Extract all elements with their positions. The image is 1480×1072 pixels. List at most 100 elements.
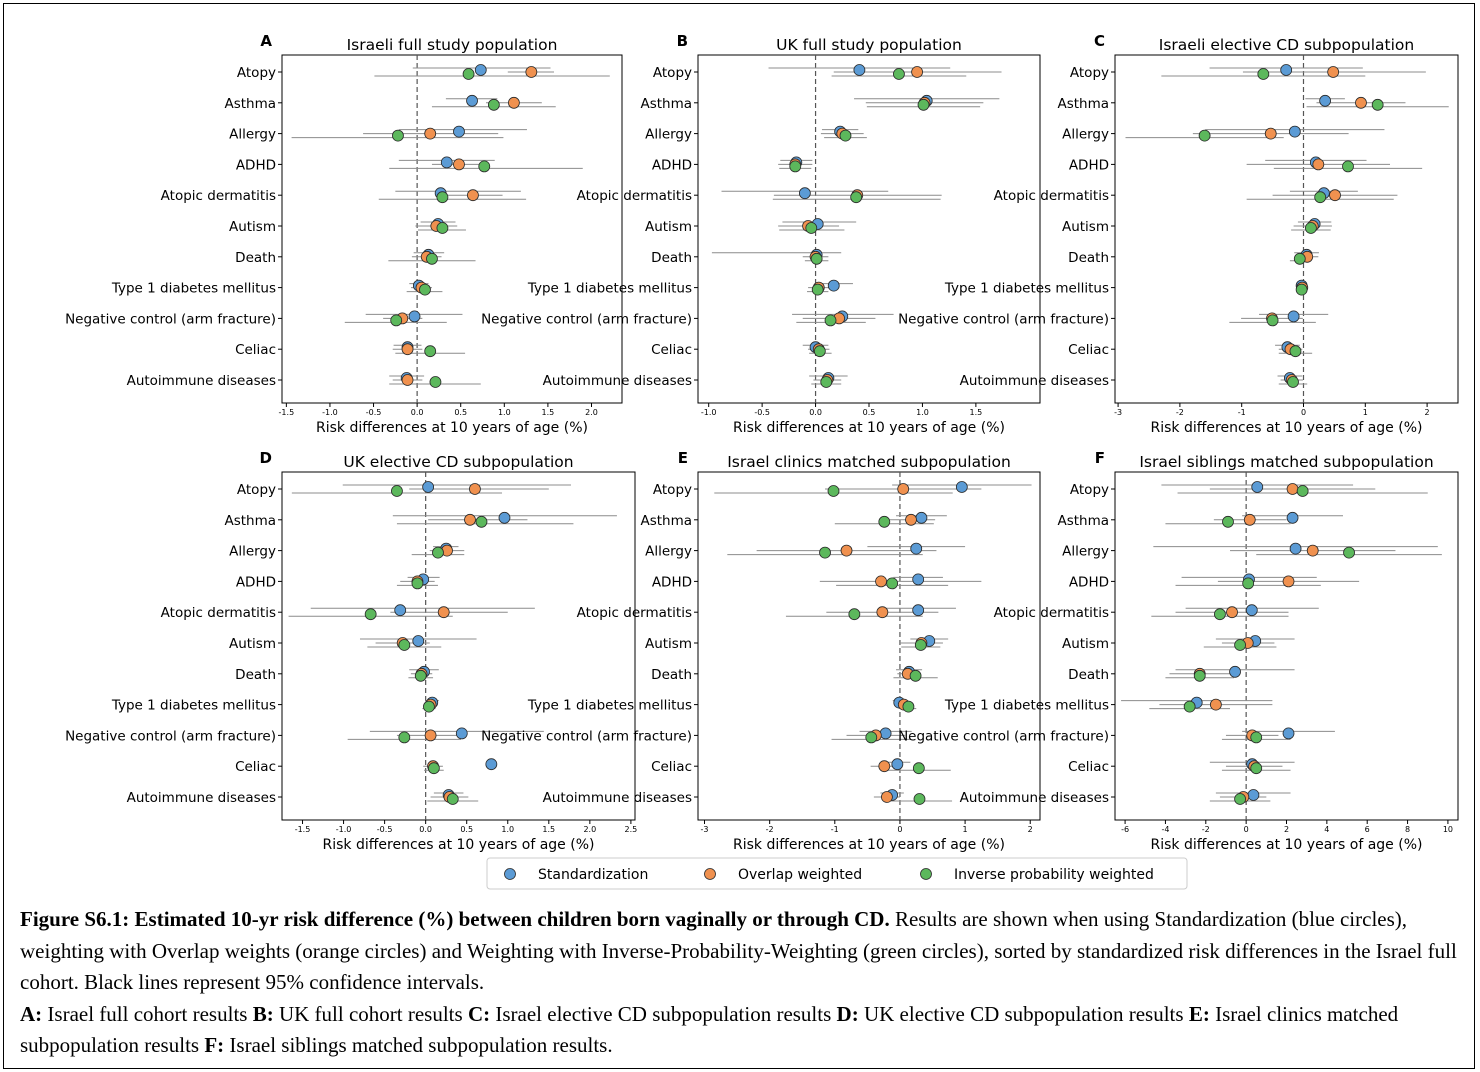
panel-f-title: Israel siblings matched subpopulation bbox=[1139, 453, 1433, 471]
caption-title: Figure S6.1: Estimated 10-yr risk differ… bbox=[20, 907, 890, 931]
panel-f-category-label: Negative control (arm fracture) bbox=[898, 728, 1109, 744]
panel-d-letter: D bbox=[260, 449, 272, 467]
panel-e-point bbox=[876, 606, 889, 619]
panel-c-point bbox=[1312, 158, 1325, 171]
panel-a-point bbox=[426, 252, 438, 265]
panel-e-xtick-label: -3 bbox=[701, 825, 709, 834]
panel-b-category-label: Type 1 diabetes mellitus bbox=[527, 281, 692, 297]
panel-a-point bbox=[507, 96, 520, 109]
panel-c-category-label: Autism bbox=[1062, 219, 1109, 235]
legend-box bbox=[486, 857, 1188, 890]
panel-e-xtick-label: 0 bbox=[897, 825, 902, 834]
panel-f-category-label: Celiac bbox=[1068, 759, 1109, 775]
panel-e-point bbox=[865, 731, 878, 744]
panel-a-category-label: Atopy bbox=[237, 65, 276, 81]
panel-a-xtick-label: 0.0 bbox=[411, 408, 424, 417]
panel-a-letter: A bbox=[260, 32, 272, 50]
panel-e-point bbox=[891, 758, 904, 771]
panel-a-category-label: Autism bbox=[229, 219, 276, 235]
panel-b-category-label: Negative control (arm fracture) bbox=[481, 311, 692, 327]
panel-b-point bbox=[824, 314, 837, 327]
panel-f-point bbox=[1222, 515, 1234, 528]
panel-a-point bbox=[478, 160, 491, 173]
panel-c-point bbox=[1287, 310, 1300, 323]
panel-e-xtick-label: 1 bbox=[963, 825, 968, 834]
panel-b-point bbox=[917, 98, 930, 111]
panel-e-letter: E bbox=[678, 449, 688, 467]
caption-text-d: UK elective CD subpopulation results bbox=[858, 1001, 1189, 1026]
panel-a-point bbox=[453, 125, 465, 138]
panel-f-xtick-label: -6 bbox=[1121, 825, 1129, 834]
caption-label-b: B: bbox=[252, 1001, 274, 1026]
panel-c-point bbox=[1314, 191, 1327, 204]
panel-d-category-label: Atopy bbox=[237, 482, 276, 498]
panel-d-point bbox=[411, 577, 424, 590]
panel-b-point bbox=[811, 283, 824, 296]
panel-d-point bbox=[427, 762, 440, 775]
panel-b-title: UK full study population bbox=[776, 36, 962, 54]
panel-c-title: Israeli elective CD subpopulation bbox=[1159, 36, 1414, 54]
panel-c-category-label: Negative control (arm fracture) bbox=[898, 311, 1109, 327]
panel-a-axes-frame bbox=[281, 54, 623, 404]
panel-a-point bbox=[424, 345, 437, 358]
panel-e-point bbox=[912, 604, 925, 617]
panel-a-point bbox=[392, 129, 404, 142]
panel-d-point bbox=[485, 758, 498, 771]
panel-a-point bbox=[419, 283, 431, 296]
panel-d-point bbox=[391, 485, 403, 497]
panel-e-point bbox=[886, 577, 899, 590]
panel-f-xtick-label: 10 bbox=[1443, 825, 1453, 834]
panel-d-xtick-label: -1.5 bbox=[295, 825, 311, 834]
panel-e-point bbox=[955, 481, 968, 493]
panel-b-point bbox=[827, 279, 840, 292]
panel-e-category-label: Autism bbox=[645, 636, 692, 652]
panel-e-point bbox=[912, 573, 925, 586]
panel-a-point bbox=[390, 314, 403, 327]
panel-f-point bbox=[1296, 485, 1309, 497]
panel-f-point bbox=[1250, 762, 1263, 775]
panel-d-point bbox=[475, 515, 488, 528]
panel-e-category-label: Celiac bbox=[651, 759, 692, 775]
panel-d-xtick-label: -0.5 bbox=[377, 825, 393, 834]
panel-d-category-label: Autism bbox=[229, 636, 276, 652]
panel-d-category-label: Asthma bbox=[224, 513, 276, 529]
panel-d-xtick-label: 1.5 bbox=[542, 825, 555, 834]
caption-label-d: D: bbox=[836, 1001, 859, 1026]
panel-e-point bbox=[910, 542, 923, 555]
panel-a-xlabel: Risk differences at 10 years of age (%) bbox=[316, 420, 588, 436]
panel-c-xtick-label: -2 bbox=[1176, 408, 1184, 417]
panel-b-point bbox=[798, 187, 811, 200]
panel-b-point bbox=[789, 160, 802, 173]
panel-f-point bbox=[1250, 731, 1263, 744]
panel-f-point bbox=[1214, 608, 1226, 621]
panel-f-category-label: Autoimmune diseases bbox=[960, 790, 1109, 806]
panel-f-category-label: Death bbox=[1068, 667, 1109, 683]
panel-f-category-label: Type 1 diabetes mellitus bbox=[944, 698, 1109, 714]
panel-a-point bbox=[401, 343, 414, 356]
legend-marker bbox=[920, 868, 932, 880]
panel-a-xtick-label: -0.5 bbox=[366, 408, 382, 417]
panel-e-category-label: Negative control (arm fracture) bbox=[481, 728, 692, 744]
panel-e-xtick-label: -1 bbox=[831, 825, 839, 834]
panel-b-xtick-label: 0.0 bbox=[809, 408, 822, 417]
panel-f-point bbox=[1282, 575, 1295, 588]
panel-f-point bbox=[1245, 604, 1258, 617]
panel-d-xlabel: Risk differences at 10 years of age (%) bbox=[323, 837, 595, 853]
panel-e-axes-frame bbox=[697, 471, 1041, 821]
panel-d-point bbox=[469, 483, 481, 495]
panel-a-xtick-label: 1.5 bbox=[542, 408, 555, 417]
caption-text-e: Israel clinics matched subpopulation res… bbox=[20, 1001, 1399, 1058]
panel-b-xlabel: Risk differences at 10 years of age (%) bbox=[733, 420, 1005, 436]
panel-c-point bbox=[1305, 222, 1317, 234]
panel-d-xtick-label: 2.0 bbox=[583, 825, 596, 834]
panel-d-point bbox=[412, 635, 425, 647]
legend-label: Inverse probability weighted bbox=[954, 867, 1154, 883]
panel-e-point bbox=[819, 546, 831, 559]
panel-c-point bbox=[1295, 283, 1308, 296]
panel-d-category-label: Autoimmune diseases bbox=[127, 790, 276, 806]
panel-e-point bbox=[875, 575, 887, 588]
panel-e-point bbox=[915, 511, 928, 524]
panel-a-point bbox=[436, 222, 449, 234]
panel-f-xtick-label: 0 bbox=[1244, 825, 1249, 834]
panel-e-xlabel: Risk differences at 10 years of age (%) bbox=[733, 837, 1005, 853]
